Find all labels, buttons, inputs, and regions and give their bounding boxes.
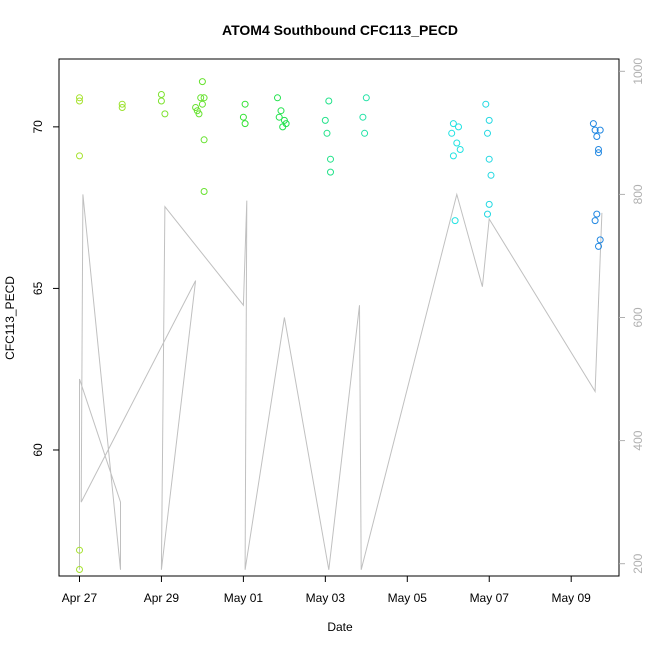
data-point [241,120,249,128]
y2-tick-label: 400 [631,430,645,450]
data-point [485,155,493,163]
data-point [277,107,285,115]
x-tick-label: May 09 [552,591,592,605]
y-tick-label: 60 [31,443,45,457]
data-point [487,171,495,179]
data-point [361,129,369,137]
data-point [455,123,462,131]
data-point [76,152,83,160]
data-point [200,136,208,144]
data-point [275,113,283,121]
y-tick-label: 65 [31,281,45,295]
data-point [595,149,602,157]
x-tick-label: May 01 [224,591,264,605]
data-point [282,120,290,128]
y-axis: 60 65 70 [31,120,59,457]
data-point [195,110,203,118]
data-point [197,94,205,102]
data-point [449,152,457,160]
plot-frame [58,58,620,577]
data-point [482,100,490,108]
data-point [76,546,83,554]
x-axis: Apr 27 Apr 29 May 01 May 03 May 05 May 07 May … [62,576,591,605]
data-point [200,188,208,195]
data-point [485,116,493,124]
y-tick-label: 70 [31,120,45,134]
data-point [362,94,370,102]
y-axis-title: CFC113_PECD [3,276,17,360]
x-tick-label: Apr 29 [144,591,180,605]
data-point [359,113,367,121]
secondary-series-line [79,192,603,570]
data-point [161,110,169,118]
data-point [76,566,83,573]
data-point [76,94,83,102]
x-tick-label: May 05 [388,591,428,605]
data-point [323,129,331,137]
secondary-y-axis: 200 400 600 800 1000 [619,58,645,574]
data-point [448,129,456,137]
data-point [279,123,287,131]
data-point [327,168,334,176]
data-point [118,100,126,108]
data-point [485,200,493,208]
data-point [157,97,165,105]
data-point [325,97,333,105]
data-point [484,210,491,218]
data-point [595,146,602,153]
data-point [241,100,249,108]
data-point [198,78,206,86]
x-tick-label: May 07 [470,591,510,605]
data-point [596,236,604,244]
data-point [484,129,491,137]
x-axis-title: Date [327,620,353,634]
data-point [593,210,601,218]
y2-tick-label: 800 [631,184,645,204]
data-point [591,217,599,225]
data-point [591,126,599,134]
secondary-profile-lines [79,192,603,570]
x-tick-label: Apr 27 [62,591,98,605]
y2-tick-label: 200 [631,553,645,573]
data-point [593,133,601,140]
data-point [451,217,459,225]
data-point [456,146,464,153]
data-point [321,116,329,124]
data-point [157,91,165,98]
data-point [76,97,83,105]
chart-title: ATOM4 Southbound CFC113_PECD [222,22,458,38]
y2-tick-label: 1000 [631,58,645,85]
data-point [327,155,334,163]
data-point [589,120,597,128]
data-point [595,242,602,250]
data-point [596,126,604,134]
y2-tick-label: 600 [631,307,645,327]
data-point [449,120,457,128]
data-point [239,113,247,121]
x-tick-label: May 03 [306,591,346,605]
data-point [453,139,461,147]
data-point [198,100,206,108]
data-point [200,94,208,102]
data-points [76,78,604,573]
data-point [118,104,126,111]
data-point [274,94,281,102]
